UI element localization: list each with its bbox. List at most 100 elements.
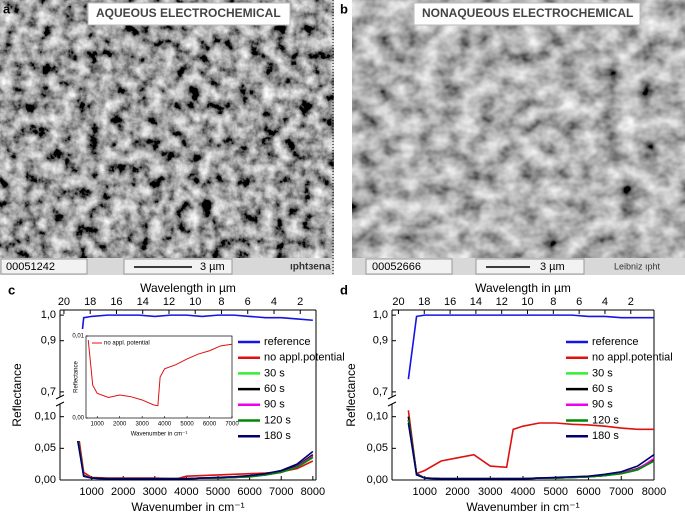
x2-tick-label: 18 [418,296,430,308]
inset-y-label: Reflectance [74,360,80,392]
x-tick-label: 3000 [143,486,167,498]
series-line [407,314,654,380]
x2-tick-label: 20 [392,296,404,308]
legend-label: 180 s [264,430,291,442]
axis-break [55,401,65,407]
inset-x-tick-label: 2000 [113,422,127,428]
x-tick-label: 8000 [642,486,666,498]
x2-tick-label: 10 [521,296,533,308]
x-tick-label: 2000 [445,486,469,498]
inset-x-label: Wavenumber in cm⁻¹ [131,432,188,438]
x2-tick-label: 20 [58,296,70,308]
title-box [87,2,291,26]
legend-label: 180 s [592,430,619,442]
inset-x-tick-label: 5000 [180,422,194,428]
series-line [75,429,314,480]
inset-x-tick-label: 1000 [91,422,105,428]
sem-image [0,0,334,258]
legend-label: reference [264,336,310,348]
inset-x-tick-label: 3000 [135,422,149,428]
x-tick-label: 1000 [79,486,103,498]
panel-letter: b [340,1,348,16]
axis-break [387,401,397,407]
y-tick-label: 0,7 [41,386,56,398]
x2-tick-label: 10 [189,296,201,308]
x2-axis-label: Wavelength in µm [140,281,236,295]
y-tick-label: 0,7 [373,386,388,398]
x2-tick-label: 14 [470,296,482,308]
y-tick-label: 1,0 [41,309,56,321]
series-line [407,410,654,475]
x-tick-label: 5000 [206,486,230,498]
x2-tick-label: 4 [602,296,608,308]
panel-letter: c [8,282,15,297]
axis-break [387,394,397,400]
sem-image [352,0,685,258]
x2-tick-label: 6 [245,296,251,308]
y-tick-label: 0,9 [41,335,56,347]
x-tick-label: 8000 [301,486,325,498]
x2-tick-label: 12 [163,296,175,308]
panel-title: AQUEOUS ELECTROCHEMICAL [96,6,281,20]
series-line [407,419,655,480]
inset-x-tick-label: 6000 [203,422,217,428]
x2-tick-label: 14 [137,296,149,308]
x-axis-label: Wavenumber in cm⁻¹ [131,500,244,514]
legend-label: 60 s [592,383,613,395]
y-tick-label: 0,10 [35,411,56,423]
axis-break [55,394,65,400]
y-axis-label: Reflectance [10,363,24,427]
x-tick-label: 4000 [511,486,535,498]
title-box [413,2,641,26]
x2-tick-label: 4 [271,296,277,308]
legend-label: 60 s [264,383,285,395]
series-line [407,419,655,480]
x-tick-label: 2000 [111,486,135,498]
y-axis-label: Reflectance [344,363,358,427]
x2-axis-label: Wavelength in µm [475,281,571,295]
inset-y-tick-label: 0,01 [72,334,84,340]
scale-label: 3 µm [540,261,565,273]
legend-label: no appl.potential [592,352,673,364]
inset-line [87,340,233,407]
y-tick-label: 0,00 [35,474,56,486]
x-tick-label: 3000 [478,486,502,498]
panel-title: NONAQUEOUS ELECTROCHEMICAL [422,6,633,20]
y-tick-label: 0,10 [367,411,388,423]
x2-tick-label: 2 [628,296,634,308]
legend-label: no appl.potential [264,352,345,364]
y-tick-label: 1,0 [373,309,388,321]
x2-tick-label: 6 [576,296,582,308]
series-line [75,314,313,392]
legend-label: 120 s [592,414,619,426]
inset-frame [85,335,233,419]
x-axis-label: Wavenumber in cm⁻¹ [466,500,579,514]
series-line [407,422,655,480]
id-box [365,258,453,275]
id-box [0,258,88,275]
image-id: 00051242 [6,261,55,273]
y-tick-label: 0,9 [373,335,388,347]
x-tick-label: 6000 [237,486,261,498]
inset-background [72,329,236,441]
x2-tick-label: 8 [550,296,556,308]
y-tick-label: 0,05 [367,442,388,454]
inset-legend-label: no appl. potential [104,341,150,347]
x-tick-label: 7000 [269,486,293,498]
x-tick-label: 4000 [174,486,198,498]
x2-tick-label: 2 [297,296,303,308]
image-id: 00052666 [372,261,421,273]
x-tick-label: 5000 [544,486,568,498]
inset-y-tick-label: 0,00 [72,416,84,422]
x2-tick-label: 16 [110,296,122,308]
x2-tick-label: 16 [444,296,456,308]
scale-label: 3 µm [200,261,225,273]
logo: Leibniz ıpht [614,261,661,271]
x-tick-label: 7000 [609,486,633,498]
x2-tick-label: 18 [84,296,96,308]
y-tick-label: 0,00 [367,474,388,486]
legend-label: 90 s [592,399,613,411]
x-tick-label: 1000 [413,486,437,498]
y-tick-label: 0,05 [35,442,56,454]
